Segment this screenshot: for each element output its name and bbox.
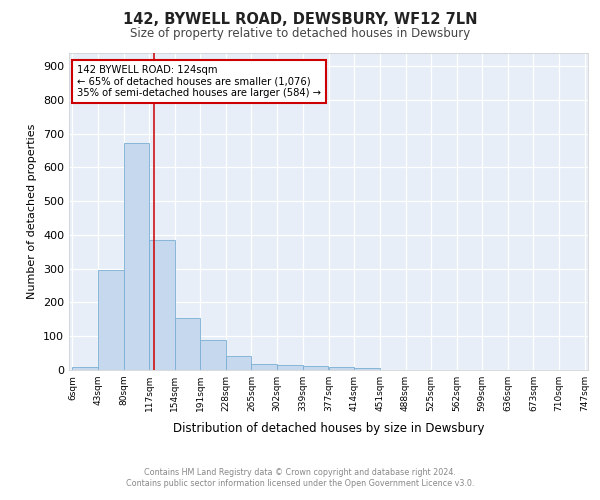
Bar [226, 356, 251, 370]
Bar [277, 364, 302, 370]
Bar [200, 340, 226, 370]
Text: 142, BYWELL ROAD, DEWSBURY, WF12 7LN: 142, BYWELL ROAD, DEWSBURY, WF12 7LN [123, 12, 477, 28]
Bar [329, 367, 355, 370]
Bar [73, 368, 98, 370]
Bar [355, 368, 380, 370]
Y-axis label: Number of detached properties: Number of detached properties [28, 124, 37, 299]
Bar [302, 366, 328, 370]
Bar [251, 364, 277, 370]
Bar [175, 318, 200, 370]
Bar [124, 143, 149, 370]
Text: Contains HM Land Registry data © Crown copyright and database right 2024.
Contai: Contains HM Land Registry data © Crown c… [126, 468, 474, 487]
Bar [149, 240, 175, 370]
Text: Size of property relative to detached houses in Dewsbury: Size of property relative to detached ho… [130, 28, 470, 40]
Bar [98, 270, 124, 370]
Text: 142 BYWELL ROAD: 124sqm
← 65% of detached houses are smaller (1,076)
35% of semi: 142 BYWELL ROAD: 124sqm ← 65% of detache… [77, 64, 320, 98]
X-axis label: Distribution of detached houses by size in Dewsbury: Distribution of detached houses by size … [173, 422, 484, 436]
